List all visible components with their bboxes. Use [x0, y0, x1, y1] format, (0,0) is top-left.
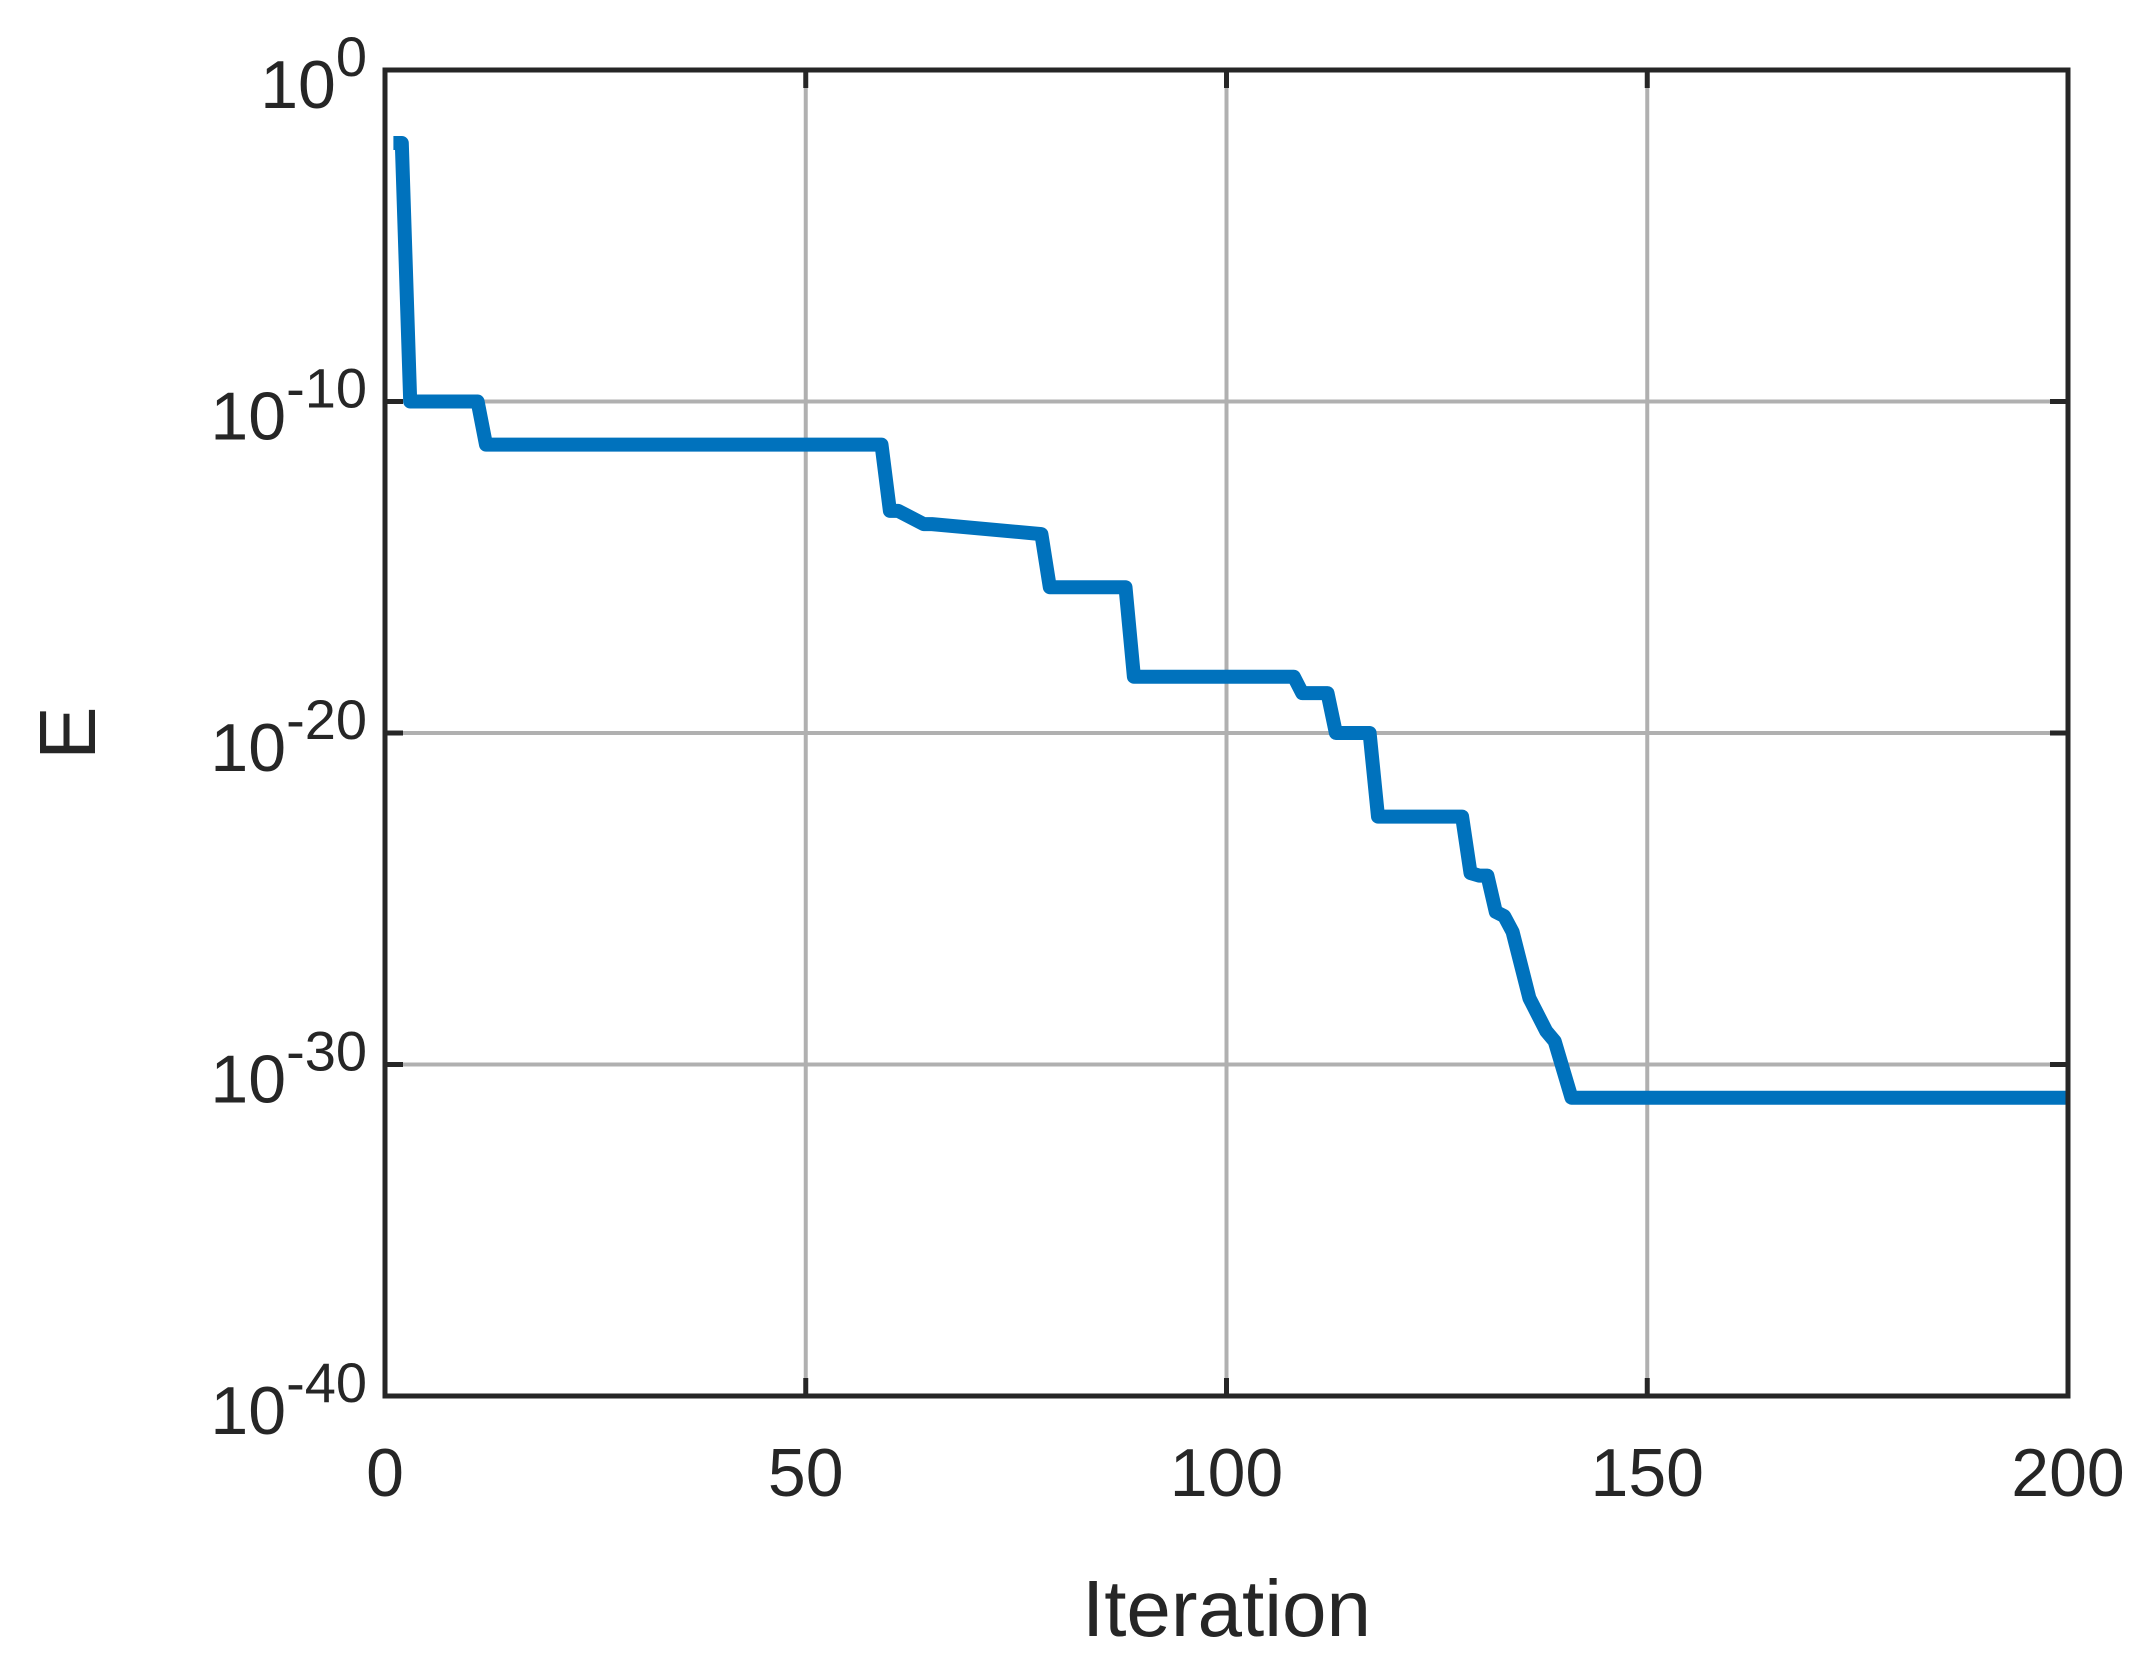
- x-tick-label: 50: [768, 1435, 844, 1511]
- x-tick-label: 0: [366, 1435, 404, 1511]
- x-tick-label: 100: [1170, 1435, 1283, 1511]
- series-line: [393, 136, 2068, 1105]
- y-tick-label: 10-30: [210, 1020, 367, 1118]
- y-tick-label: 10-40: [210, 1351, 367, 1449]
- plot-area: [382, 67, 2071, 1399]
- x-tick-label: 200: [2011, 1435, 2124, 1511]
- y-tick-label: 10-10: [210, 357, 367, 455]
- y-axis-label: E: [23, 706, 112, 759]
- x-tick-label: 150: [1591, 1435, 1704, 1511]
- x-axis-label: Iteration: [1082, 1564, 1371, 1653]
- tick-marks: [382, 67, 2071, 1399]
- y-tick-label: 10-20: [210, 688, 367, 786]
- y-tick-labels: 10-40 10-30 10-20 10-10 100: [210, 25, 367, 1449]
- series: [393, 136, 2068, 1105]
- x-tick-labels: 0 50 100 150 200: [366, 1435, 2125, 1511]
- grid: [385, 70, 2068, 1396]
- y-tick-label: 100: [260, 25, 367, 123]
